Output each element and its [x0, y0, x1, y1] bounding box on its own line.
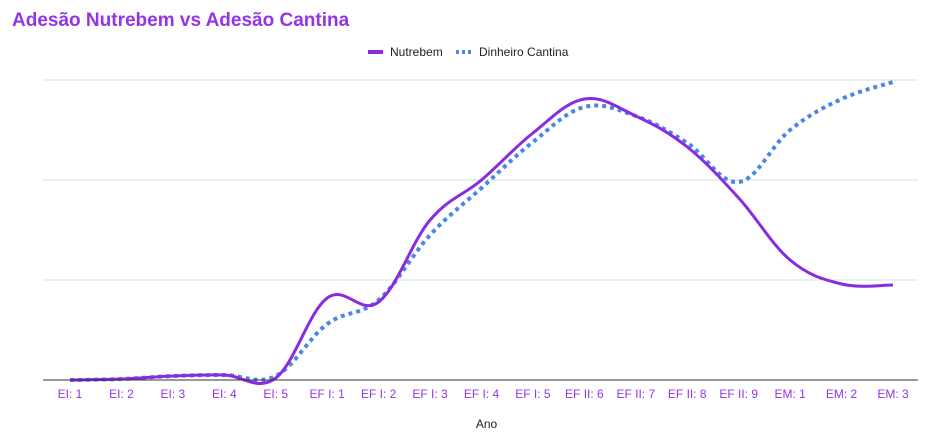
x-tick-label: EF II: 6 — [565, 387, 604, 401]
x-axis-label: Ano — [476, 417, 498, 431]
x-tick-label: EI: 2 — [109, 387, 134, 401]
series-layer — [69, 80, 894, 385]
x-tick-label: EF II: 7 — [616, 387, 655, 401]
x-tick-labels: EI: 1 EI: 2 EI: 3 EI: 4 EI: 5 EF I: 1 EF I: 2 E… — [58, 387, 909, 401]
legend-label-nutrebem: Nutrebem — [390, 45, 443, 59]
x-tick-label: EI: 1 — [58, 387, 83, 401]
x-tick-label: EM: 2 — [826, 387, 858, 401]
chart-title: Adesão Nutrebem vs Adesão Cantina — [12, 10, 350, 31]
x-tick-label: EF I: 2 — [361, 387, 397, 401]
x-tick-label: EF I: 4 — [464, 387, 500, 401]
legend-label-dinheiro-cantina: Dinheiro Cantina — [479, 45, 569, 59]
x-tick-label: EF II: 8 — [668, 387, 707, 401]
x-tick-label: EI: 4 — [212, 387, 237, 401]
x-tick-label: EI: 3 — [161, 387, 186, 401]
series-line-nutrebem — [69, 96, 894, 385]
x-tick-label: EF I: 3 — [412, 387, 448, 401]
series-line-dinheiro-cantina — [69, 80, 894, 382]
x-tick-label: EF I: 5 — [515, 387, 551, 401]
x-tick-label: EI: 5 — [263, 387, 288, 401]
x-tick-label: EF I: 1 — [310, 387, 346, 401]
x-tick-label: EM: 3 — [877, 387, 909, 401]
legend: Nutrebem Dinheiro Cantina — [368, 45, 569, 59]
x-tick-label: EF II: 9 — [719, 387, 758, 401]
x-tick-label: EM: 1 — [774, 387, 806, 401]
